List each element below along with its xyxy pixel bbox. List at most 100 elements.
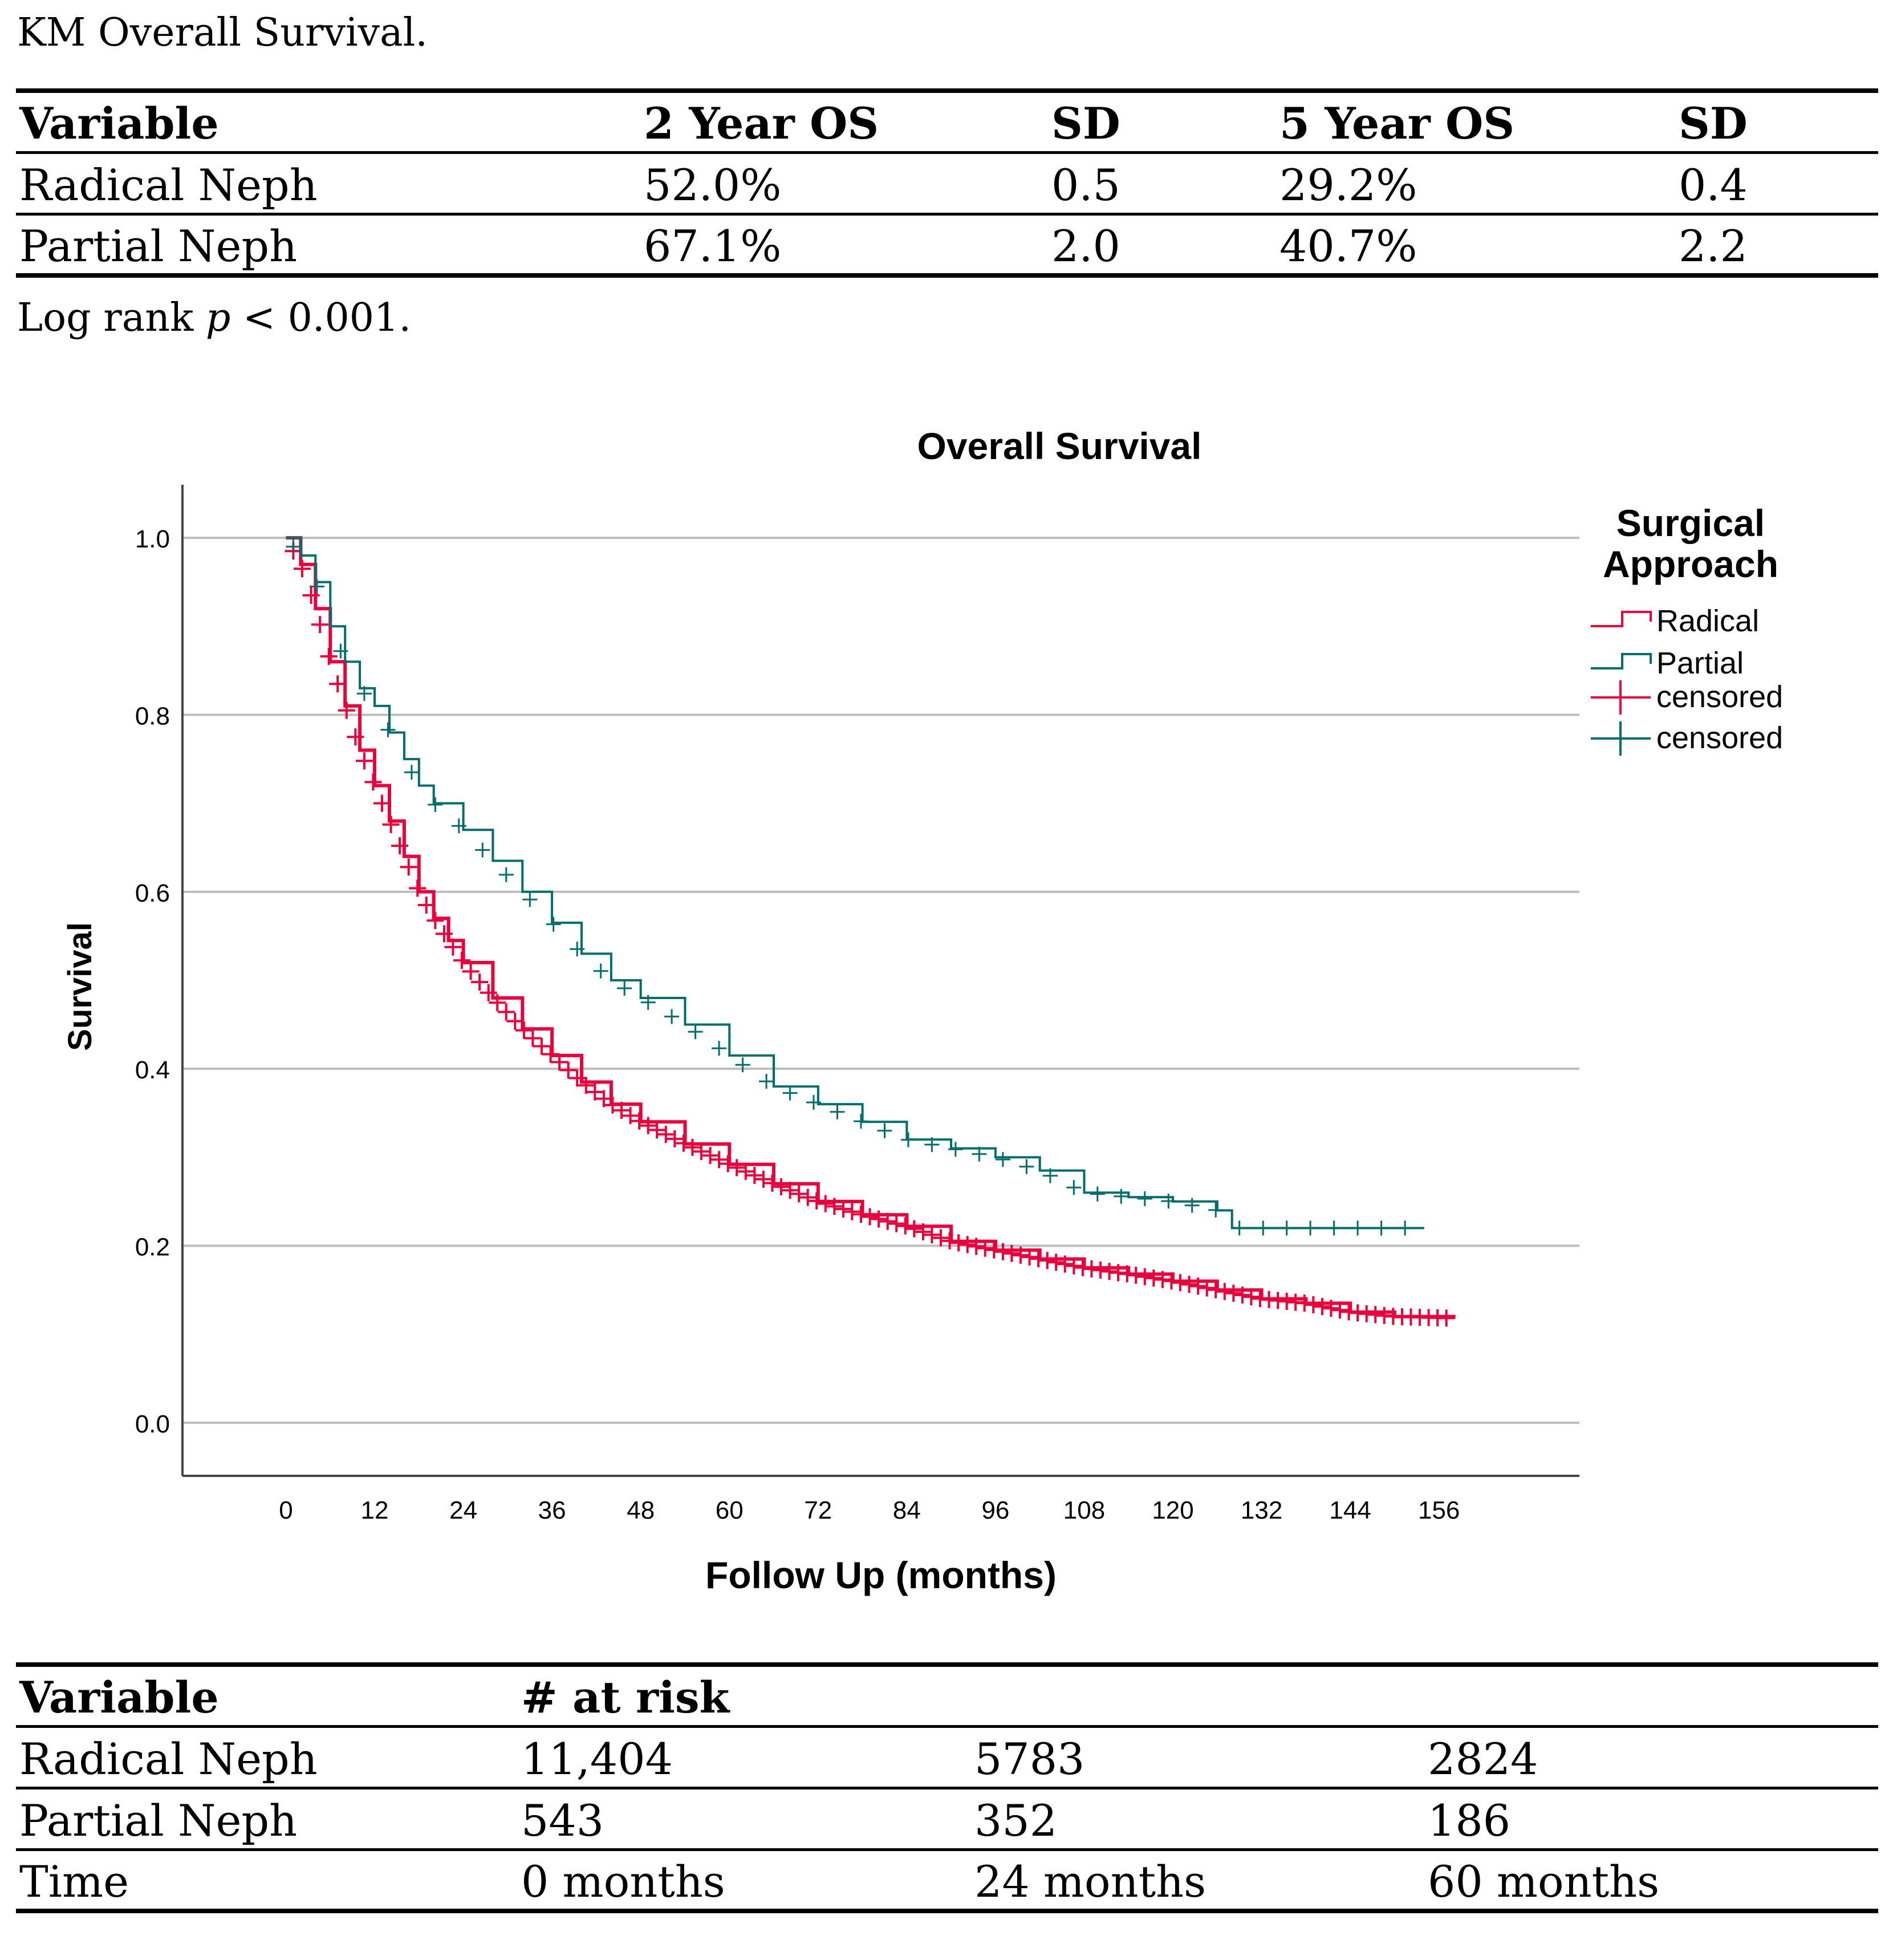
censor-mark-radical: [870, 1210, 888, 1228]
x-tick-label: 132: [1241, 1496, 1282, 1524]
censor-mark-radical: [1092, 1261, 1109, 1279]
censor-mark-radical: [1030, 1250, 1047, 1268]
table-cell: 2.0: [1051, 220, 1120, 271]
footnote-prefix: Log rank: [17, 295, 206, 340]
censor-mark-radical: [1065, 1257, 1083, 1275]
x-tick-label: 156: [1418, 1496, 1460, 1524]
censor-mark-radical: [471, 973, 489, 991]
series-line-partial: [286, 537, 1424, 1229]
table-cell: 60 months: [1428, 1856, 1660, 1907]
censor-mark-partial: [1184, 1198, 1200, 1213]
censor-mark-radical: [1136, 1268, 1153, 1285]
censor-mark-partial: [356, 686, 372, 701]
table-cell: Radical Neph: [19, 159, 318, 210]
censor-mark-radical: [675, 1134, 692, 1152]
gridlines: [182, 537, 1579, 1424]
y-tick-label: 0.6: [135, 879, 170, 907]
legend-swatch-censored-partial: [1591, 721, 1651, 756]
censor-mark-radical: [737, 1163, 754, 1180]
censor-mark-radical: [852, 1206, 870, 1223]
censor-mark-radical: [1172, 1274, 1189, 1292]
table-cell: Partial Neph: [19, 1795, 298, 1846]
y-tick-label: 0.4: [135, 1056, 170, 1084]
censor-mark-radical: [958, 1236, 976, 1253]
censor-mark-radical: [595, 1090, 612, 1107]
censor-mark-radical: [489, 994, 506, 1012]
censor-mark-radical: [586, 1083, 604, 1101]
censor-mark-partial: [475, 842, 490, 858]
footnote-p: p: [205, 295, 231, 340]
x-tick-label: 144: [1329, 1496, 1371, 1524]
censor-mark-radical: [1003, 1245, 1021, 1262]
censor-mark-radical: [1437, 1309, 1455, 1327]
censor-mark-radical: [1038, 1252, 1056, 1269]
censor-mark-radical: [302, 587, 320, 604]
table-cell: 543: [521, 1795, 604, 1846]
censor-mark-radical: [329, 675, 347, 693]
censor-mark-partial: [688, 1024, 703, 1040]
censor-mark-partial: [617, 981, 632, 996]
x-tick-label: 12: [361, 1496, 389, 1524]
table-row: Partial Neph 67.1% 2.0 40.7% 2.2: [16, 214, 1878, 275]
legend-label-censored: censored: [1656, 721, 1783, 755]
censor-mark-radical: [1216, 1283, 1233, 1300]
censor-mark-partial: [712, 1041, 727, 1056]
censor-mark-partial: [1279, 1220, 1294, 1236]
x-tick-labels: 0 12 24 36 48 60 72 84 96 108 120 132 144 156: [279, 1496, 1460, 1524]
censor-mark-partial: [995, 1152, 1010, 1167]
censor-mark-partial: [1232, 1220, 1247, 1236]
censor-mark-radical: [1313, 1298, 1331, 1316]
censor-mark-radical: [506, 1012, 524, 1030]
y-tick-label: 0.0: [135, 1410, 170, 1438]
table-row: Partial Neph 543 352 186: [16, 1788, 1878, 1849]
censor-mark-radical: [781, 1182, 799, 1199]
censor-mark-radical: [1207, 1281, 1225, 1298]
table-cell: 67.1%: [644, 220, 782, 271]
table-cell: 24 months: [974, 1856, 1207, 1907]
censor-mark-radical: [364, 773, 382, 791]
censor-mark-radical: [453, 952, 470, 969]
censor-mark-radical: [338, 701, 355, 719]
censor-mark-radical: [985, 1241, 1003, 1259]
censor-mark-partial: [877, 1123, 892, 1138]
censor-mark-radical: [648, 1121, 666, 1139]
censor-mark-radical: [888, 1215, 905, 1232]
y-tick-label: 1.0: [135, 525, 170, 553]
chart-title: Overall Survival: [917, 425, 1202, 467]
censor-mark-radical: [577, 1077, 595, 1094]
table-row: Time 0 months 24 months 60 months: [16, 1849, 1878, 1911]
censor-mark-partial: [1303, 1220, 1318, 1236]
censor-mark-radical: [1100, 1263, 1118, 1280]
table-cell: 5783: [974, 1733, 1085, 1784]
censor-mark-radical: [621, 1107, 639, 1125]
censor-mark-partial: [901, 1132, 916, 1147]
censor-mark-radical: [604, 1096, 621, 1114]
table-cell: Radical Neph: [19, 1733, 318, 1784]
censor-mark-partial: [924, 1137, 940, 1153]
censor-mark-radical: [746, 1167, 763, 1184]
x-tick-label: 0: [279, 1496, 293, 1524]
censor-mark-radical: [968, 1237, 985, 1255]
censor-mark-radical: [1074, 1259, 1091, 1276]
footnote-suffix: < 0.001.: [230, 295, 411, 340]
legend-label-censored: censored: [1656, 680, 1783, 714]
censor-mark-radical: [426, 912, 444, 930]
os-table: Variable 2 Year OS SD 5 Year OS SD Radic…: [16, 88, 1878, 278]
x-axis-label: Follow Up (months): [705, 1554, 1057, 1596]
legend-title: Surgical: [1616, 502, 1765, 544]
censor-mark-radical: [1189, 1277, 1207, 1295]
censor-mark-radical: [1295, 1295, 1313, 1312]
censor-mark-partial: [759, 1074, 774, 1089]
censor-mark-radical: [462, 963, 480, 980]
censor-mark-partial: [1326, 1220, 1342, 1236]
censor-mark-partial: [1256, 1220, 1271, 1236]
censor-mark-radical: [355, 752, 373, 770]
censor-mark-partial: [309, 579, 324, 594]
table-cell: 2824: [1428, 1733, 1538, 1784]
table-cell: 29.2%: [1279, 159, 1417, 210]
censor-mark-partial: [1161, 1194, 1176, 1209]
y-axis-label: Survival: [62, 922, 99, 1051]
censor-mark-partial: [735, 1057, 750, 1073]
censor-mark-radical: [320, 648, 338, 665]
legend-label-partial: Partial: [1656, 646, 1744, 680]
